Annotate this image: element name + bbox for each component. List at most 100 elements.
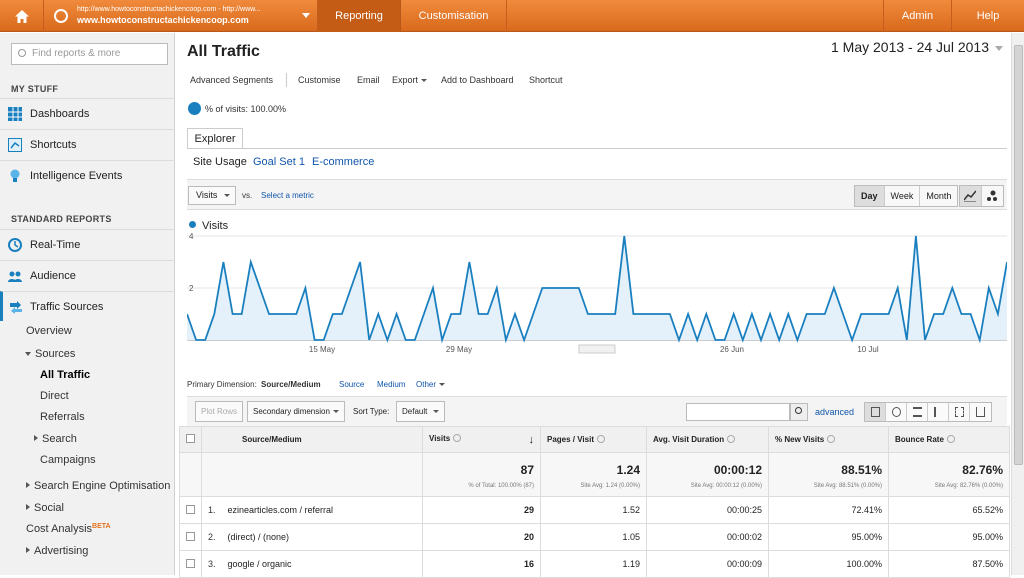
- divider: [187, 148, 1007, 149]
- table-header-row: Source/Medium Visits ↓ Pages / Visit Avg.…: [179, 426, 1010, 453]
- visits-line: [187, 235, 1007, 344]
- home-button[interactable]: [0, 0, 44, 32]
- comparison-icon: [934, 407, 943, 417]
- sidebar-item-audience[interactable]: Audience: [0, 260, 175, 290]
- column-bounce-rate[interactable]: Bounce Rate: [888, 426, 1010, 453]
- row-new-visits: 100.00%: [768, 550, 889, 578]
- row-bounce-rate: 87.50%: [888, 550, 1010, 578]
- row-bounce-rate: 65.52%: [888, 496, 1010, 524]
- dimension-other[interactable]: Other: [416, 380, 446, 389]
- scrollbar-thumb[interactable]: [1014, 45, 1023, 465]
- chevron-down-icon: [995, 46, 1003, 51]
- secondary-dimension-select[interactable]: Secondary dimension: [247, 401, 345, 422]
- caret-right-icon: [26, 547, 30, 553]
- subtab-site-usage[interactable]: Site Usage: [193, 156, 247, 168]
- sidebar-item-seo[interactable]: Search Engine Optimisation: [26, 480, 170, 492]
- tab-admin[interactable]: Admin: [883, 0, 951, 32]
- sidebar-item-traffic-sources[interactable]: Traffic Sources: [0, 291, 175, 321]
- sidebar-item-direct[interactable]: Direct: [40, 390, 69, 402]
- column-new-visits[interactable]: % New Visits: [768, 426, 889, 453]
- tab-explorer[interactable]: Explorer: [187, 128, 243, 149]
- chart-resize-handle: [578, 344, 616, 354]
- caret-right-icon: [26, 504, 30, 510]
- standard-reports-heading: STANDARD REPORTS: [11, 214, 112, 224]
- subtab-goal-set-1[interactable]: Goal Set 1: [253, 156, 305, 168]
- sidebar-item-real-time[interactable]: Real-Time: [0, 229, 175, 259]
- account-url: http://www.howtoconstructachickencoop.co…: [77, 6, 261, 13]
- select-metric-link[interactable]: Select a metric: [261, 191, 314, 200]
- term-cloud-button[interactable]: [949, 403, 970, 421]
- sidebar-item-shortcuts[interactable]: Shortcuts: [0, 129, 175, 159]
- page-scrollbar[interactable]: [1011, 33, 1024, 575]
- sidebar-item-intelligence-events[interactable]: Intelligence Events: [0, 160, 175, 190]
- export-button[interactable]: Export: [392, 75, 428, 85]
- columns-icon: [976, 407, 985, 417]
- sidebar-item-label: Shortcuts: [30, 139, 77, 151]
- motion-chart-button[interactable]: [982, 186, 1003, 206]
- row-visits: 20: [422, 523, 541, 551]
- plot-rows-button[interactable]: Plot Rows: [195, 401, 244, 422]
- sidebar-item-overview[interactable]: Overview: [26, 325, 72, 337]
- search-input[interactable]: Find reports & more: [11, 43, 168, 65]
- table-row: 1. ezinearticles.com / referral 29 1.52 0…: [179, 496, 1010, 524]
- bars-icon: [913, 407, 922, 417]
- shortcut-button[interactable]: Shortcut: [529, 75, 563, 85]
- dimension-source-medium[interactable]: Source/Medium: [261, 380, 321, 389]
- tab-help[interactable]: Help: [951, 0, 1024, 32]
- day-button[interactable]: Day: [855, 186, 885, 206]
- account-selector[interactable]: http://www.howtoconstructachickencoop.co…: [44, 0, 318, 32]
- help-icon: [727, 435, 736, 443]
- row-duration: 00:00:02: [646, 523, 769, 551]
- metric-select[interactable]: Visits: [188, 186, 236, 205]
- advanced-segments-button[interactable]: Advanced Segments: [190, 75, 274, 85]
- pivot-view-button[interactable]: [970, 403, 991, 421]
- advanced-filter-link[interactable]: advanced: [815, 407, 855, 417]
- row-checkbox[interactable]: [186, 531, 195, 541]
- table-view-button[interactable]: [865, 403, 886, 421]
- customise-button[interactable]: Customise: [298, 75, 341, 85]
- sidebar-item-advertising[interactable]: Advertising: [26, 545, 88, 557]
- filter-search-button[interactable]: [790, 403, 808, 421]
- email-button[interactable]: Email: [357, 75, 380, 85]
- sort-type-select[interactable]: Default: [396, 401, 446, 422]
- table-controls: Plot Rows Secondary dimension Sort Type:…: [187, 396, 1007, 426]
- row-source[interactable]: 2. (direct) / (none): [201, 523, 423, 551]
- select-all-checkbox[interactable]: [186, 434, 195, 443]
- sidebar-item-referrals[interactable]: Referrals: [40, 411, 85, 423]
- row-source[interactable]: 3. google / organic: [201, 550, 423, 578]
- search-icon: [795, 407, 802, 414]
- column-visits[interactable]: Visits ↓: [422, 426, 541, 453]
- globe-icon: [54, 9, 68, 23]
- table-filter-input[interactable]: [686, 403, 790, 421]
- column-avg-duration[interactable]: Avg. Visit Duration: [646, 426, 769, 453]
- month-button[interactable]: Month: [926, 191, 952, 201]
- sidebar-item-all-traffic[interactable]: All Traffic: [40, 369, 91, 381]
- sidebar-item-sources[interactable]: Sources: [25, 348, 75, 360]
- row-duration: 00:00:09: [646, 550, 769, 578]
- tab-customisation[interactable]: Customisation: [401, 0, 507, 32]
- dimension-medium[interactable]: Medium: [377, 380, 406, 389]
- subtab-ecommerce[interactable]: E-commerce: [312, 156, 375, 168]
- week-button[interactable]: Week: [885, 186, 921, 206]
- sidebar-item-search[interactable]: Search: [34, 433, 77, 445]
- date-range-picker[interactable]: 1 May 2013 - 24 Jul 2013: [831, 39, 1003, 55]
- performance-view-button[interactable]: [907, 403, 928, 421]
- sidebar-item-social[interactable]: Social: [26, 502, 64, 514]
- sidebar-item-campaigns[interactable]: Campaigns: [40, 454, 96, 466]
- comparison-view-button[interactable]: [928, 403, 949, 421]
- dimension-source[interactable]: Source: [339, 380, 365, 389]
- sidebar-item-cost-analysis[interactable]: Cost AnalysisBETA: [26, 523, 111, 535]
- line-chart-button[interactable]: [960, 186, 982, 206]
- chart-type-toggle: [959, 185, 1004, 207]
- add-to-dashboard-button[interactable]: Add to Dashboard: [441, 75, 514, 85]
- pie-view-button[interactable]: [886, 403, 907, 421]
- column-pages-visit[interactable]: Pages / Visit: [540, 426, 647, 453]
- row-checkbox[interactable]: [186, 558, 195, 568]
- column-source-medium[interactable]: Source/Medium: [201, 426, 423, 453]
- row-pages: 1.05: [540, 523, 647, 551]
- tab-reporting[interactable]: Reporting: [318, 0, 401, 32]
- sidebar-item-dashboards[interactable]: Dashboards: [0, 98, 175, 128]
- row-source[interactable]: 1. ezinearticles.com / referral: [201, 496, 423, 524]
- row-checkbox[interactable]: [186, 504, 195, 514]
